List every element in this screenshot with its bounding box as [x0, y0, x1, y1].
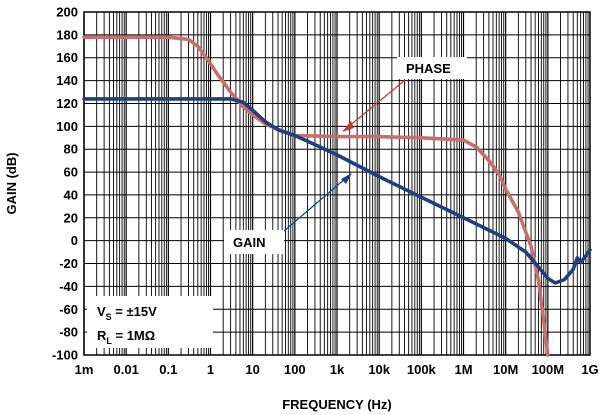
- x-tick-label: 100k: [407, 362, 437, 377]
- phase-arrowhead: [342, 121, 354, 132]
- gain-series-line: [82, 97, 592, 285]
- vs-value: = ±15V: [112, 304, 157, 319]
- phase-arrow: [347, 79, 406, 128]
- y-tick-label: -40: [59, 279, 78, 294]
- conditions-box: [87, 296, 213, 348]
- x-tick-label: 10k: [368, 362, 390, 377]
- gain-arrow: [283, 177, 347, 232]
- y-tick-label: 160: [56, 50, 78, 65]
- rl-value: = 1MΩ: [112, 328, 155, 343]
- y-tick-label: 20: [64, 210, 78, 225]
- gain-label-box: [224, 230, 284, 254]
- x-tick-label: 100M: [532, 362, 565, 377]
- tick-labels: 1m 0.01 0.1 1 10 100 1k 10k 100k 1M 10M 100M 1G20018…: [52, 5, 599, 378]
- rl-symbol: R: [97, 328, 107, 343]
- y-tick-label: 40: [64, 187, 78, 202]
- vs-symbol: V: [97, 304, 106, 319]
- y-tick-label: 100: [56, 119, 78, 134]
- x-tick-label: 100: [284, 362, 306, 377]
- x-tick-label: 1m: [75, 362, 94, 377]
- vs-subscript: S: [106, 312, 112, 322]
- y-tick-label: -80: [59, 325, 78, 340]
- x-tick-label: 10M: [493, 362, 518, 377]
- load-resistance-label: RL = 1MΩ: [97, 328, 155, 346]
- x-tick-label: 0.01: [114, 362, 139, 377]
- phase-series-line: [82, 35, 550, 357]
- x-tick-label: 1k: [330, 362, 345, 377]
- x-tick-label: 1G: [581, 362, 598, 377]
- gain-label: GAIN: [233, 235, 266, 250]
- y-tick-label: 120: [56, 96, 78, 111]
- x-tick-label: 1: [207, 362, 214, 377]
- x-tick-label: 10: [245, 362, 259, 377]
- supply-voltage-label: VS = ±15V: [97, 304, 157, 322]
- series-lines: [82, 35, 592, 357]
- y-tick-label: -100: [52, 348, 78, 363]
- plot-frame: [83, 11, 591, 356]
- rl-subscript: L: [106, 336, 112, 346]
- y-tick-label: 60: [64, 165, 78, 180]
- x-tick-label: 0.1: [159, 362, 177, 377]
- y-tick-label: 200: [56, 5, 78, 20]
- y-axis-title: GAIN (dB): [4, 152, 19, 214]
- y-tick-label: -60: [59, 302, 78, 317]
- x-axis-title: FREQUENCY (Hz): [282, 397, 392, 412]
- y-tick-label: 180: [56, 27, 78, 42]
- phase-label: PHASE: [406, 61, 451, 76]
- y-tick-label: -20: [59, 256, 78, 271]
- gain-arrowhead: [341, 173, 352, 184]
- y-tick-label: 80: [64, 142, 78, 157]
- annotations: PHASE GAIN VS = ±15V RL = 1MΩ: [87, 57, 467, 348]
- x-tick-label: 1M: [454, 362, 472, 377]
- phase-label-box: [397, 57, 467, 79]
- y-tick-label: 140: [56, 73, 78, 88]
- y-tick-label: 0: [71, 233, 78, 248]
